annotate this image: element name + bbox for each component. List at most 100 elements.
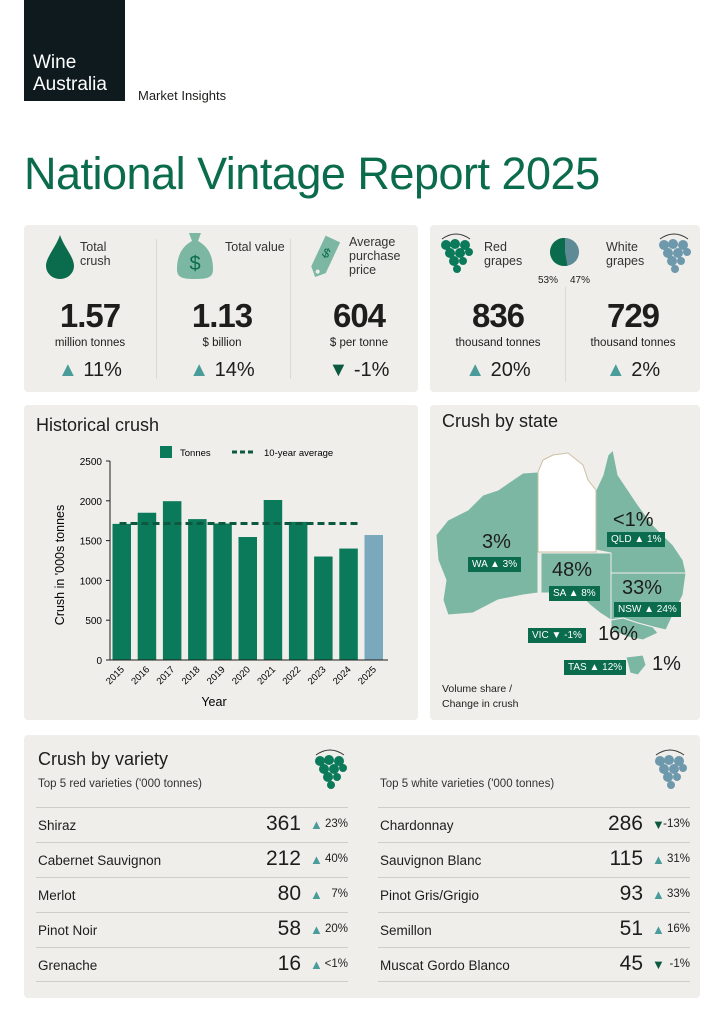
variety-value: 93: [619, 882, 643, 905]
variety-row: Grenache 16 ▲ <1%: [36, 947, 348, 982]
variety-change: 23%: [324, 818, 348, 830]
variety-change: 20%: [324, 923, 348, 935]
crush-by-variety-panel: Crush by variety Top 5 red varieties ('0…: [24, 735, 700, 998]
up-arrow-icon: ▲: [58, 359, 78, 381]
bar-2015: [112, 523, 131, 660]
white-unit: thousand tonnes: [590, 337, 676, 349]
variety-name: Sauvignon Blanc: [380, 853, 482, 868]
change-value: -1%: [353, 359, 390, 381]
red-share: 53%: [538, 275, 559, 286]
x-tick-label: 2015: [104, 664, 127, 687]
change-value: 20%: [490, 359, 531, 381]
variety-name: Semillon: [380, 923, 432, 938]
variety-name: Pinot Gris/Grigio: [380, 888, 480, 903]
bar-2025: [364, 535, 383, 660]
white-share: 47%: [570, 275, 591, 286]
x-tick-label: 2024: [331, 664, 354, 687]
sa-badge: SA ▲ 8%: [549, 586, 600, 601]
variety-name: Merlot: [38, 888, 76, 903]
qld-badge: QLD ▲ 1%: [607, 532, 666, 547]
x-tick-label: 2018: [180, 664, 203, 687]
red-unit: thousand tonnes: [455, 337, 541, 349]
historical-crush-panel: Historical crush Tonnes 10-year average …: [24, 405, 418, 720]
up-arrow-icon: ▲: [652, 922, 665, 937]
x-tick-label: 2025: [356, 664, 379, 687]
stat-change: ▲ 14%: [162, 359, 282, 382]
x-tick-label: 2020: [230, 664, 253, 687]
map-note: Volume share / Change in crush: [442, 682, 518, 712]
wa-badge: WA ▲ 3%: [468, 557, 522, 572]
stat-label: Total value: [225, 240, 285, 254]
variety-change: 40%: [324, 853, 348, 865]
red-grapes-icon: [441, 233, 473, 273]
bar-2022: [288, 521, 308, 660]
note-line: Volume share /: [442, 683, 513, 695]
vic-share: 16%: [598, 623, 639, 645]
variety-row: Cabernet Sauvignon 212 ▲ 40%: [36, 842, 348, 877]
red-varieties-title: Top 5 red varieties ('000 tonnes): [38, 778, 202, 790]
variety-value: 212: [265, 847, 301, 870]
red-grapes-label: Red grapes: [484, 240, 523, 268]
wa-region: [435, 471, 539, 616]
variety-name: Chardonnay: [380, 818, 454, 833]
down-arrow-icon: ▼: [652, 957, 665, 972]
white-value: 729: [606, 297, 660, 334]
variety-change: -13%: [663, 818, 690, 830]
stat-value: 604: [332, 297, 386, 334]
variety-value: 115: [609, 847, 643, 870]
down-arrow-icon: ▼: [652, 817, 665, 832]
y-tick-label: 1500: [80, 537, 103, 548]
legend-average-label: 10-year average: [264, 448, 333, 459]
y-tick-label: 1000: [80, 576, 103, 587]
variety-change: -1%: [669, 958, 690, 970]
logo-text: Wine Australia: [33, 52, 107, 95]
white-varieties-title: Top 5 white varieties ('000 tonnes): [380, 778, 555, 790]
variety-row: Chardonnay 286 ▼ -13%: [378, 807, 690, 842]
nt-region: [537, 452, 597, 553]
variety-name: Muscat Gordo Blanco: [380, 958, 510, 973]
y-tick-label: 0: [96, 656, 102, 667]
x-tick-label: 2021: [255, 664, 278, 687]
vic-badge: VIC ▼ -1%: [528, 628, 586, 643]
variety-row: Merlot 80 ▲ 7%: [36, 877, 348, 912]
divider: [156, 239, 157, 379]
variety-name: Grenache: [38, 958, 98, 973]
stat-change: ▲ 11%: [30, 359, 150, 382]
y-tick-label: 500: [85, 616, 102, 627]
variety-row: Pinot Noir 58 ▲ 20%: [36, 912, 348, 947]
red-white-share-pie: [550, 237, 579, 266]
red-value: 836: [471, 297, 525, 334]
variety-value: 45: [619, 952, 643, 975]
y-axis-label: Crush in '000s tonnes: [53, 505, 67, 626]
change-value: 11%: [83, 359, 122, 381]
white-grapes-icon: [659, 233, 691, 273]
bar-2016: [137, 512, 157, 660]
variety-value: 80: [277, 882, 301, 905]
up-arrow-icon: ▲: [189, 359, 210, 381]
drop-icon: [46, 235, 74, 279]
up-arrow-icon: ▲: [465, 359, 486, 381]
up-arrow-icon: ▲: [652, 852, 665, 867]
up-arrow-icon: ▲: [605, 359, 626, 381]
money-bag-icon: $: [177, 233, 213, 279]
x-tick-label: 2022: [281, 664, 304, 687]
x-tick-label: 2023: [306, 664, 329, 687]
bar-2018: [188, 519, 207, 660]
svg-text:$: $: [189, 253, 200, 275]
legend-bar-swatch: [160, 446, 172, 458]
up-arrow-icon: ▲: [310, 887, 323, 902]
variety-value: 51: [619, 917, 643, 940]
variety-row: Pinot Gris/Grigio 93 ▲ 33%: [378, 877, 690, 912]
x-axis-label: Year: [201, 695, 226, 709]
stat-unit: $ billion: [202, 337, 242, 349]
page-title: National Vintage Report 2025: [24, 148, 600, 199]
bar-2020: [238, 537, 257, 660]
up-arrow-icon: ▲: [310, 957, 323, 972]
white-grapes-icon: [655, 749, 687, 789]
subtitle: Market Insights: [138, 88, 227, 103]
change-value: 2%: [631, 359, 661, 381]
sa-share: 48%: [552, 559, 593, 581]
bar-2017: [162, 501, 182, 660]
variety-row: Shiraz 361 ▲ 23%: [36, 807, 348, 842]
bar-2019: [213, 523, 232, 660]
